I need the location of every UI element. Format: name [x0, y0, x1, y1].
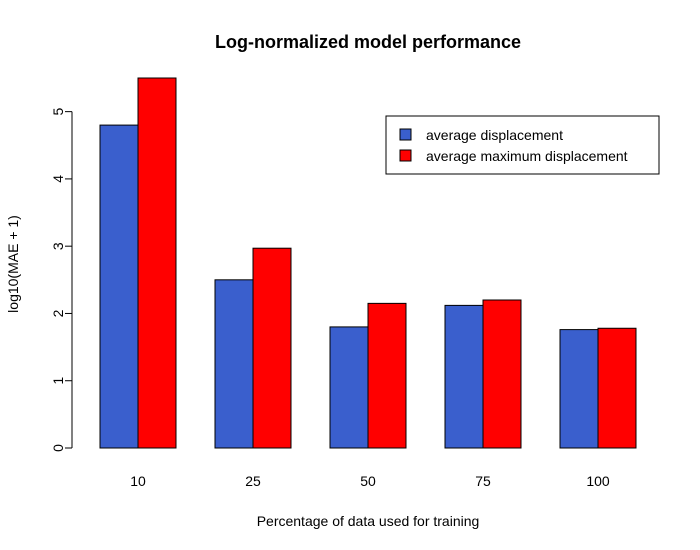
legend-swatch — [399, 128, 412, 141]
bar-10-series-2 — [137, 77, 177, 449]
x-tick-label: 10 — [130, 473, 146, 489]
x-tick-labels: 10 25 50 75 100 — [130, 473, 610, 489]
legend-label: average maximum displacement — [426, 148, 628, 164]
bar-50-series-1 — [329, 326, 369, 449]
bar-25-series-2 — [252, 247, 292, 449]
y-tick-label: 4 — [50, 175, 66, 183]
chart-title: Log-normalized model performance — [215, 32, 521, 52]
y-tick-label: 5 — [50, 108, 66, 116]
legend-items: average displacement average maximum disp… — [399, 127, 628, 164]
bar-100-series-2 — [597, 327, 637, 449]
x-tick-label: 75 — [475, 473, 491, 489]
legend: average displacement average maximum disp… — [385, 115, 660, 175]
x-tick-label: 100 — [586, 473, 610, 489]
y-tick-label: 3 — [50, 242, 66, 250]
bar-25-series-1 — [214, 279, 254, 449]
x-tick-label: 50 — [360, 473, 376, 489]
y-tick-label: 2 — [50, 309, 66, 317]
bar-75-series-1 — [444, 304, 484, 449]
y-axis: 0 1 2 3 4 5 — [50, 108, 73, 452]
legend-label: average displacement — [426, 127, 563, 143]
bar-75-series-2 — [482, 299, 522, 449]
bar-50-series-2 — [367, 302, 407, 449]
legend-swatch — [399, 149, 412, 162]
y-tick-label: 0 — [50, 444, 66, 452]
y-axis-label: log10(MAE + 1) — [5, 215, 21, 313]
x-axis-label: Percentage of data used for training — [257, 513, 480, 529]
y-tick-label: 1 — [50, 377, 66, 385]
x-tick-label: 25 — [245, 473, 261, 489]
legend-box — [385, 115, 660, 175]
bars-group — [99, 77, 637, 449]
bar-100-series-1 — [559, 329, 599, 449]
bar-10-series-1 — [99, 124, 139, 449]
